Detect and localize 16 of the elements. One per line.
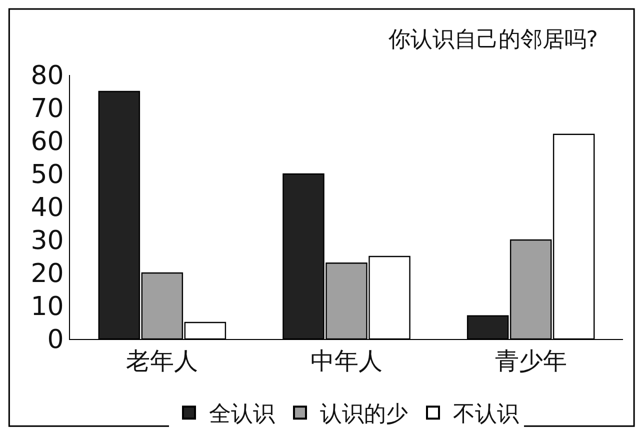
legend-label: 认识的少: [320, 402, 408, 428]
chart-title: 你认识自己的邻居吗?: [387, 28, 598, 53]
y-tick-label: 40: [30, 193, 64, 224]
y-tick-label: 30: [30, 226, 64, 256]
y-tick-label: 20: [30, 259, 64, 290]
x-tick-label: 青少年: [494, 346, 567, 375]
y-tick-label: 10: [30, 292, 64, 322]
y-tick-label: 80: [30, 61, 64, 92]
y-tick-label: 70: [30, 94, 64, 124]
y-tick-label: 60: [30, 127, 64, 158]
y-tick-label: 50: [30, 160, 64, 190]
legend-label: 不认识: [453, 402, 519, 428]
y-tick-label: 0: [47, 325, 64, 356]
x-tick-label: 老年人: [126, 346, 198, 375]
x-tick-label: 中年人: [310, 346, 382, 375]
legend-label: 全认识: [209, 402, 275, 428]
